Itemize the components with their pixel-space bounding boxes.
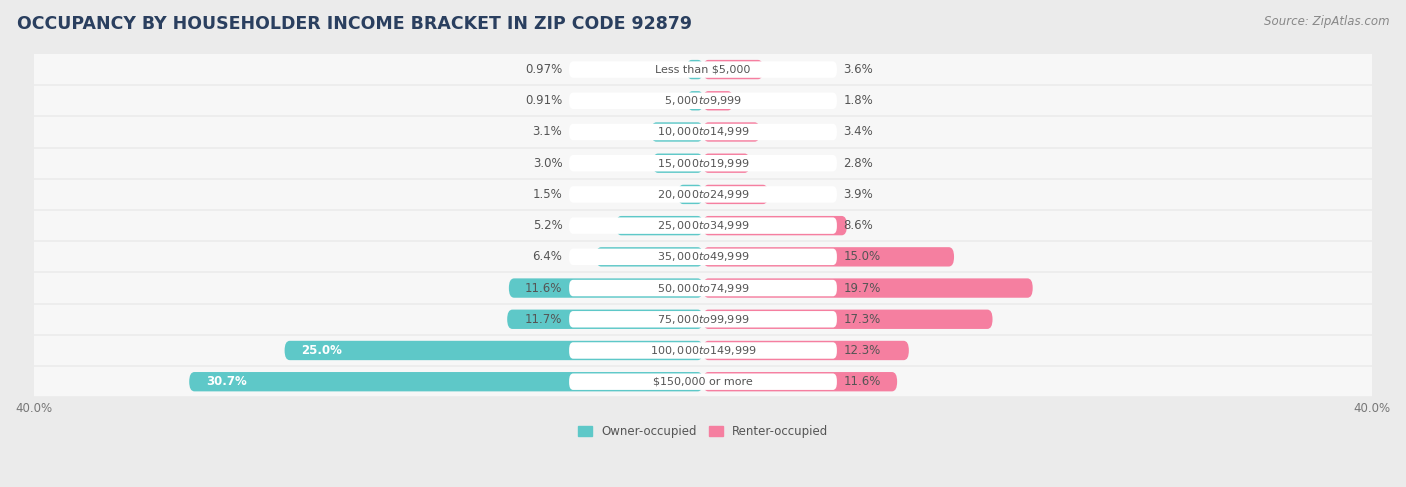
Text: 1.8%: 1.8%: [844, 94, 873, 107]
FancyBboxPatch shape: [652, 153, 703, 173]
FancyBboxPatch shape: [678, 185, 703, 204]
Text: 11.6%: 11.6%: [844, 375, 882, 388]
FancyBboxPatch shape: [569, 311, 837, 327]
Text: $25,000 to $34,999: $25,000 to $34,999: [657, 219, 749, 232]
Text: $150,000 or more: $150,000 or more: [654, 377, 752, 387]
FancyBboxPatch shape: [569, 280, 837, 296]
FancyBboxPatch shape: [508, 310, 703, 329]
FancyBboxPatch shape: [703, 247, 955, 266]
FancyBboxPatch shape: [284, 341, 703, 360]
Text: 30.7%: 30.7%: [205, 375, 246, 388]
Text: Source: ZipAtlas.com: Source: ZipAtlas.com: [1264, 15, 1389, 28]
FancyBboxPatch shape: [34, 210, 1372, 241]
FancyBboxPatch shape: [703, 310, 993, 329]
Text: 12.3%: 12.3%: [844, 344, 880, 357]
Text: 25.0%: 25.0%: [301, 344, 342, 357]
FancyBboxPatch shape: [651, 122, 703, 142]
Text: 3.0%: 3.0%: [533, 157, 562, 169]
Text: 5.2%: 5.2%: [533, 219, 562, 232]
FancyBboxPatch shape: [703, 216, 846, 235]
Text: 3.1%: 3.1%: [533, 126, 562, 138]
FancyBboxPatch shape: [34, 366, 1372, 397]
FancyBboxPatch shape: [703, 153, 749, 173]
FancyBboxPatch shape: [703, 122, 759, 142]
Text: $35,000 to $49,999: $35,000 to $49,999: [657, 250, 749, 263]
FancyBboxPatch shape: [34, 148, 1372, 179]
Text: 6.4%: 6.4%: [533, 250, 562, 263]
FancyBboxPatch shape: [509, 279, 703, 298]
FancyBboxPatch shape: [569, 186, 837, 203]
Text: 3.9%: 3.9%: [844, 188, 873, 201]
Text: $20,000 to $24,999: $20,000 to $24,999: [657, 188, 749, 201]
FancyBboxPatch shape: [569, 374, 837, 390]
Text: 0.91%: 0.91%: [526, 94, 562, 107]
Text: 8.6%: 8.6%: [844, 219, 873, 232]
FancyBboxPatch shape: [569, 342, 837, 359]
Text: 11.6%: 11.6%: [524, 281, 562, 295]
FancyBboxPatch shape: [703, 279, 1032, 298]
FancyBboxPatch shape: [569, 249, 837, 265]
FancyBboxPatch shape: [703, 372, 897, 392]
FancyBboxPatch shape: [569, 124, 837, 140]
Text: 3.4%: 3.4%: [844, 126, 873, 138]
FancyBboxPatch shape: [34, 304, 1372, 335]
FancyBboxPatch shape: [688, 91, 703, 111]
Text: 2.8%: 2.8%: [844, 157, 873, 169]
Text: $75,000 to $99,999: $75,000 to $99,999: [657, 313, 749, 326]
Legend: Owner-occupied, Renter-occupied: Owner-occupied, Renter-occupied: [572, 420, 834, 443]
Text: Less than $5,000: Less than $5,000: [655, 65, 751, 75]
FancyBboxPatch shape: [569, 61, 837, 78]
FancyBboxPatch shape: [190, 372, 703, 392]
Text: 0.97%: 0.97%: [526, 63, 562, 76]
FancyBboxPatch shape: [703, 60, 763, 79]
FancyBboxPatch shape: [569, 155, 837, 171]
FancyBboxPatch shape: [703, 185, 768, 204]
FancyBboxPatch shape: [569, 93, 837, 109]
Text: $5,000 to $9,999: $5,000 to $9,999: [664, 94, 742, 107]
FancyBboxPatch shape: [703, 91, 733, 111]
Text: 15.0%: 15.0%: [844, 250, 880, 263]
FancyBboxPatch shape: [569, 217, 837, 234]
Text: OCCUPANCY BY HOUSEHOLDER INCOME BRACKET IN ZIP CODE 92879: OCCUPANCY BY HOUSEHOLDER INCOME BRACKET …: [17, 15, 692, 33]
Text: 11.7%: 11.7%: [524, 313, 562, 326]
Text: $15,000 to $19,999: $15,000 to $19,999: [657, 157, 749, 169]
Text: $50,000 to $74,999: $50,000 to $74,999: [657, 281, 749, 295]
FancyBboxPatch shape: [34, 54, 1372, 85]
Text: $100,000 to $149,999: $100,000 to $149,999: [650, 344, 756, 357]
FancyBboxPatch shape: [34, 335, 1372, 366]
Text: 1.5%: 1.5%: [533, 188, 562, 201]
FancyBboxPatch shape: [616, 216, 703, 235]
FancyBboxPatch shape: [34, 241, 1372, 272]
Text: $10,000 to $14,999: $10,000 to $14,999: [657, 126, 749, 138]
FancyBboxPatch shape: [34, 116, 1372, 148]
FancyBboxPatch shape: [703, 341, 908, 360]
FancyBboxPatch shape: [34, 272, 1372, 304]
FancyBboxPatch shape: [686, 60, 703, 79]
FancyBboxPatch shape: [34, 85, 1372, 116]
Text: 17.3%: 17.3%: [844, 313, 880, 326]
FancyBboxPatch shape: [34, 179, 1372, 210]
Text: 19.7%: 19.7%: [844, 281, 882, 295]
Text: 3.6%: 3.6%: [844, 63, 873, 76]
FancyBboxPatch shape: [596, 247, 703, 266]
